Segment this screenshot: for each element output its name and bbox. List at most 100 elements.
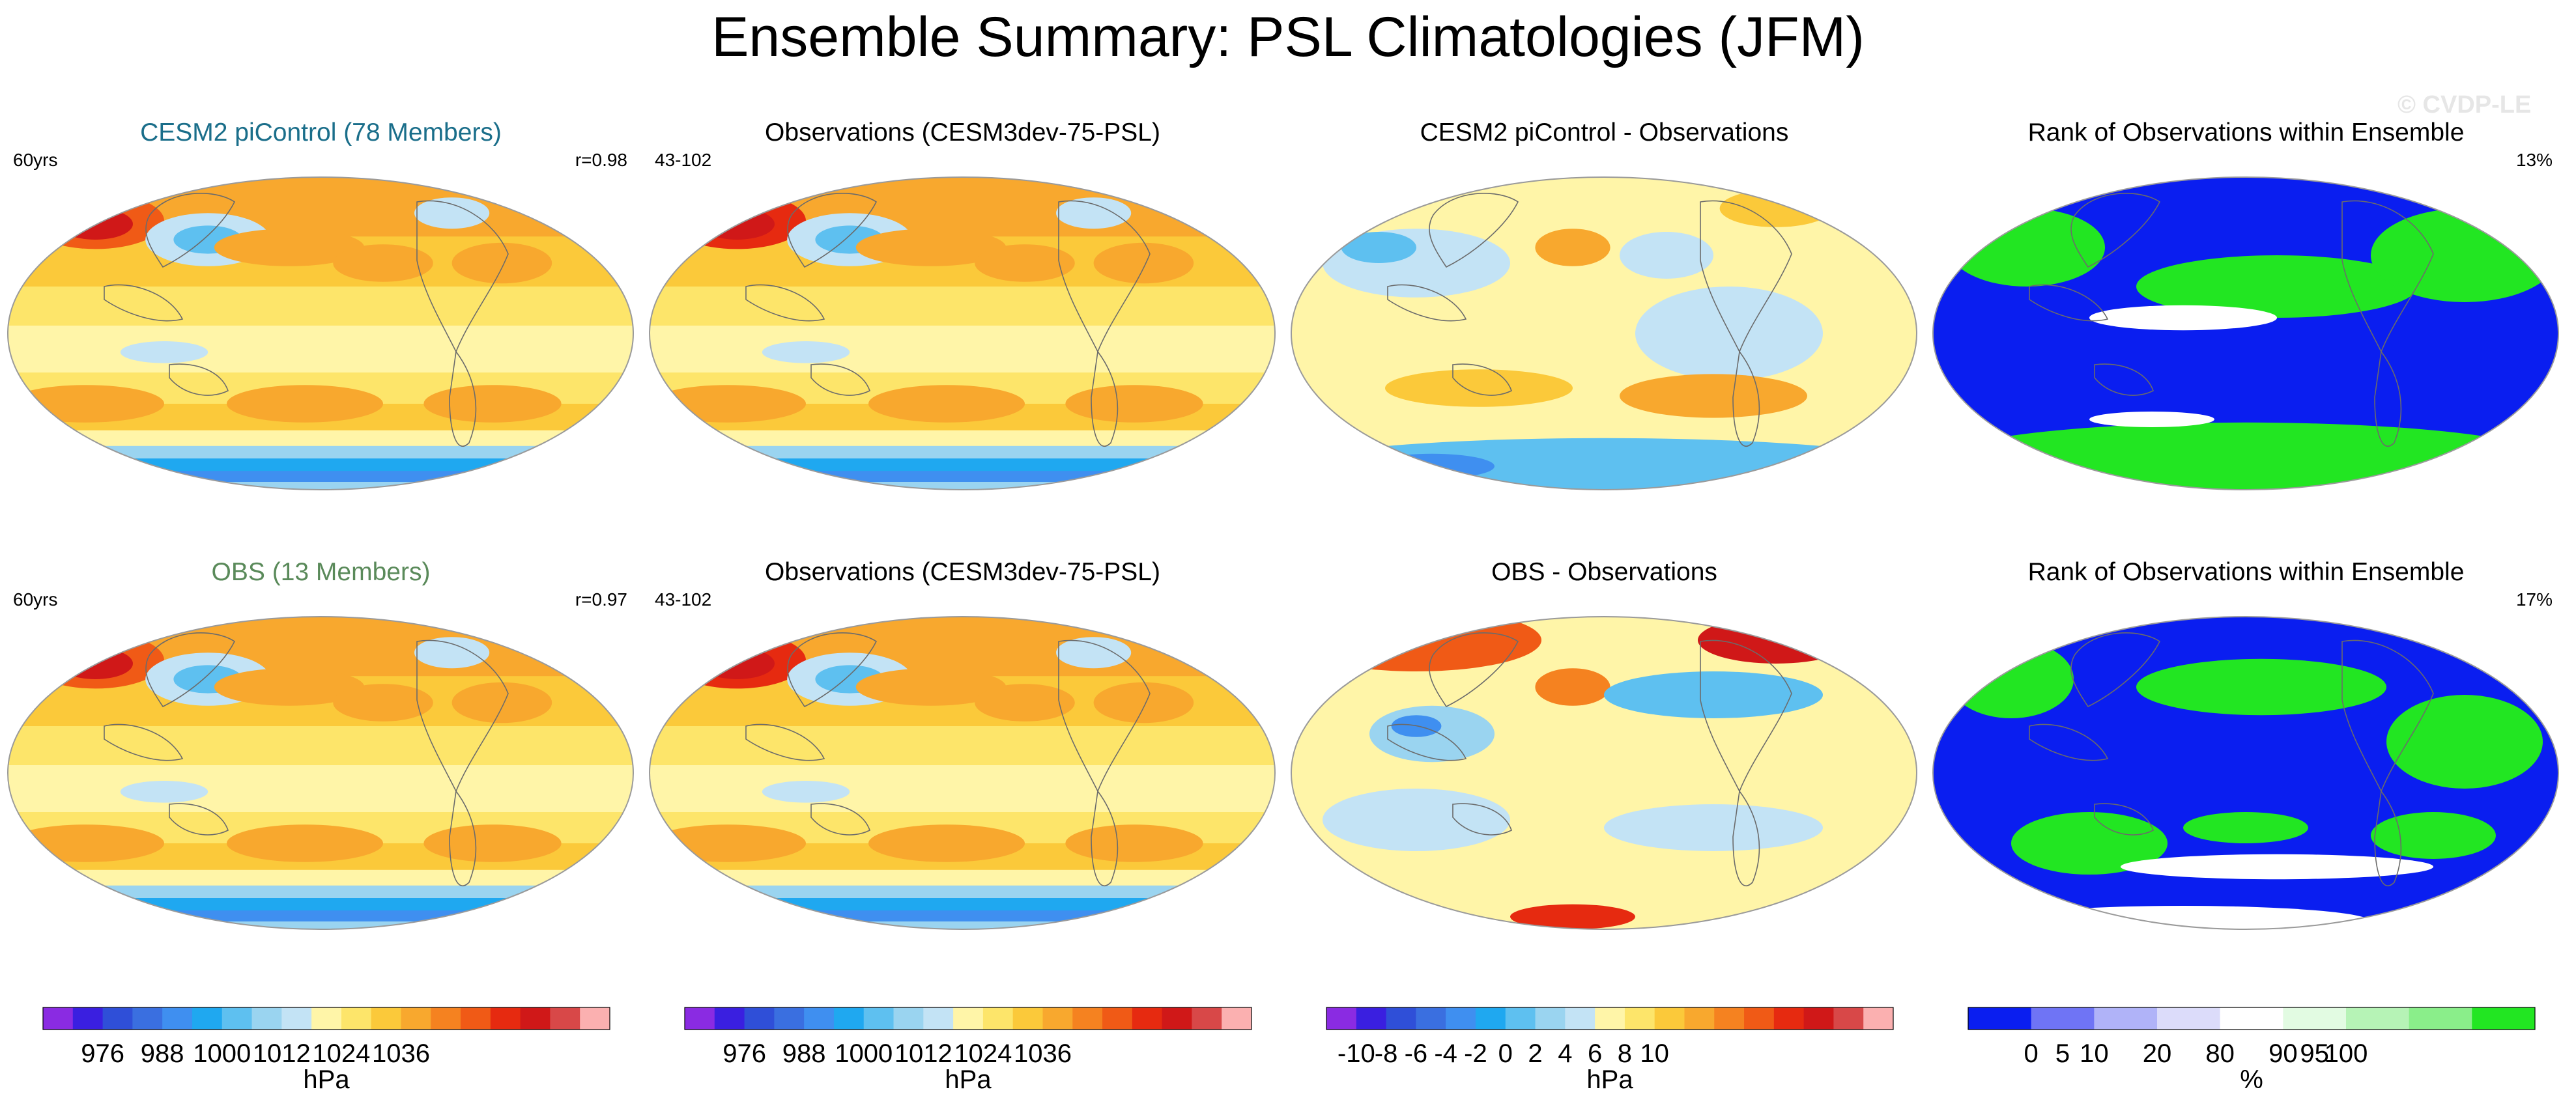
colorbar-psl-2: 976 988 1000 1012 1024 1036 hPa bbox=[682, 1000, 1301, 1104]
colorbar-box bbox=[1446, 1007, 1476, 1030]
colorbar-box bbox=[982, 1007, 1014, 1030]
psl-band bbox=[650, 287, 1275, 326]
colorbar-box bbox=[43, 1007, 74, 1030]
diff-blob bbox=[1604, 804, 1823, 851]
psl-band bbox=[8, 898, 633, 912]
map-ensemble-clim bbox=[7, 176, 634, 490]
diff-blob bbox=[1323, 789, 1510, 851]
psl-blob bbox=[333, 684, 433, 722]
colorbar-box bbox=[863, 1007, 894, 1030]
colorbar-box bbox=[371, 1007, 401, 1030]
map-obs-ensemble-clim bbox=[7, 616, 634, 930]
colorbar-tick-label: -4 bbox=[1434, 1039, 1457, 1068]
colorbar-box bbox=[1192, 1007, 1222, 1030]
map-border bbox=[649, 176, 1276, 490]
colorbar-tick-label: 1000 bbox=[835, 1039, 893, 1068]
colorbar-tick-label: 0 bbox=[2024, 1039, 2039, 1068]
colorbar-frame bbox=[684, 1007, 1252, 1030]
psl-blob bbox=[423, 385, 562, 423]
colorbar-box bbox=[311, 1007, 342, 1030]
psl-band bbox=[8, 326, 633, 373]
colorbar-box bbox=[2094, 1007, 2158, 1030]
psl-blob bbox=[868, 385, 1025, 423]
psl-blob bbox=[1056, 637, 1132, 669]
coastline bbox=[1452, 803, 1512, 835]
psl-band bbox=[8, 458, 633, 472]
coastline bbox=[787, 632, 878, 708]
colorbar-tick-label: 1024 bbox=[312, 1039, 370, 1068]
rank-region bbox=[1996, 906, 2371, 929]
psl-band bbox=[8, 869, 633, 886]
coastline bbox=[1058, 639, 1151, 793]
psl-band bbox=[650, 726, 1275, 766]
diff-blob bbox=[1341, 232, 1416, 263]
colorbar-tick-label: 1036 bbox=[1014, 1039, 1072, 1068]
colorbar-tick-label: 1036 bbox=[372, 1039, 430, 1068]
colorbar-tick-label: 100 bbox=[2325, 1039, 2368, 1068]
map-border bbox=[1932, 616, 2559, 930]
psl-blob bbox=[214, 229, 365, 266]
colorbar-box bbox=[1356, 1007, 1387, 1030]
panel-title: Rank of Observations within Ensemble bbox=[2027, 558, 2465, 586]
psl-band bbox=[8, 445, 633, 459]
colorbar-tick-label: 2 bbox=[1528, 1039, 1542, 1068]
psl-blob bbox=[650, 385, 806, 423]
period-label: 60yrs bbox=[13, 150, 58, 170]
panel-title: CESM2 piControl (78 Members) bbox=[140, 119, 502, 147]
colorbar-box bbox=[1042, 1007, 1073, 1030]
rank-region bbox=[2089, 305, 2277, 331]
diff-blob bbox=[1620, 374, 1807, 418]
psl-blob bbox=[975, 244, 1075, 282]
rank-region bbox=[2386, 695, 2543, 789]
colorbar-tick-label: 95 bbox=[2300, 1039, 2329, 1068]
colorbar-tick-label: 8 bbox=[1618, 1039, 1632, 1068]
coastline bbox=[1091, 789, 1119, 887]
colorbar-box bbox=[251, 1007, 282, 1030]
coastline bbox=[145, 632, 236, 708]
map-rank-2 bbox=[1932, 616, 2559, 930]
psl-band bbox=[650, 430, 1275, 447]
diff-blob bbox=[1635, 287, 1823, 380]
rank-region bbox=[1949, 208, 2105, 287]
colorbar-unit: hPa bbox=[303, 1065, 350, 1094]
colorbar-box bbox=[1505, 1007, 1536, 1030]
psl-band bbox=[650, 885, 1275, 899]
coastline bbox=[1732, 789, 1760, 887]
panel-title: CESM2 piControl - Observations bbox=[1420, 119, 1789, 147]
colorbar-box bbox=[1416, 1007, 1446, 1030]
correlation-label: r=0.98 bbox=[575, 150, 627, 170]
panel-obs-clim-2: Observations (CESM3dev-75-PSL) 43-102 bbox=[642, 544, 1283, 977]
rank-region bbox=[1949, 640, 2074, 718]
coastline bbox=[449, 789, 477, 887]
coastline bbox=[745, 284, 825, 322]
coastline bbox=[1732, 350, 1760, 447]
diff-blob bbox=[1620, 232, 1713, 279]
colorbar-box bbox=[2157, 1007, 2221, 1030]
rank-region bbox=[2089, 412, 2214, 427]
map-obs-minus-obs bbox=[1291, 616, 1917, 930]
colorbar-tick-label: 5 bbox=[2055, 1039, 2070, 1068]
colorbar-svg: 976 988 1000 1012 1024 1036 hPa bbox=[42, 1007, 610, 1094]
psl-blob bbox=[26, 193, 165, 249]
psl-band bbox=[8, 765, 633, 813]
coastline bbox=[145, 193, 236, 268]
coastline bbox=[2029, 284, 2109, 322]
diff-blob bbox=[1510, 904, 1635, 929]
colorbar-box bbox=[1475, 1007, 1506, 1030]
psl-band bbox=[8, 885, 633, 899]
psl-blob bbox=[333, 244, 433, 282]
watermark: © CVDP-LE bbox=[2397, 91, 2532, 119]
coastline bbox=[1700, 200, 1792, 353]
colorbar-box bbox=[341, 1007, 372, 1030]
percent-label: 17% bbox=[2515, 589, 2553, 610]
coastline bbox=[1387, 284, 1467, 322]
psl-band bbox=[650, 471, 1275, 483]
colorbar-diff: -10 -8 -6 -4 -2 0 2 4 6 8 10 hPa bbox=[1324, 1000, 1943, 1104]
psl-blob bbox=[120, 341, 208, 363]
colorbar-tick-label: 10 bbox=[2080, 1039, 2109, 1068]
coastline bbox=[2029, 723, 2109, 761]
diff-blob bbox=[1385, 369, 1573, 407]
panel-rank-2: Rank of Observations within Ensemble 17% bbox=[1925, 544, 2567, 977]
map-border bbox=[1291, 176, 1917, 490]
colorbar-box bbox=[1744, 1007, 1775, 1030]
